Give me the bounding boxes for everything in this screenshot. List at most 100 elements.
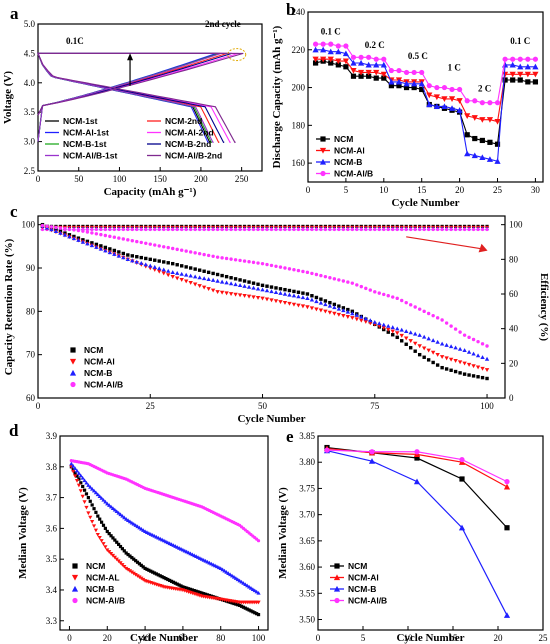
retention-point-ncm [458, 371, 462, 375]
retention-point-ncm-b [453, 345, 458, 350]
data-point-ncm-al [74, 479, 80, 483]
data-point-ncm [118, 544, 123, 549]
data-point-ncm-al [335, 58, 342, 65]
retention-point-ncm-al-b [278, 265, 283, 269]
retention-point-ncm-b [269, 289, 274, 294]
data-point-ncm-al [97, 536, 102, 540]
retention-point-ncm-al [395, 331, 400, 336]
data-point-ncm-b [86, 483, 91, 487]
data-point-ncm [109, 534, 113, 538]
retention-point-ncm-al [251, 295, 256, 300]
retention-point-ncm-b [197, 275, 202, 280]
retention-point-ncm [314, 295, 319, 300]
y-tick-label: 3.0 [24, 137, 36, 147]
efficiency-point-ncm-al-b [445, 227, 449, 232]
data-point-ncm [232, 601, 236, 606]
data-point-ncm-b [76, 471, 82, 475]
data-point-ncm-b [256, 590, 261, 595]
retention-point-ncm-al [448, 357, 454, 362]
annotation-rate: 0.1C [66, 36, 84, 46]
retention-point-ncm-al-b [139, 240, 143, 245]
y-tick-label: 180 [292, 120, 306, 130]
data-point-ncm-al [509, 71, 516, 78]
retention-point-ncm-b [278, 290, 283, 295]
retention-point-ncm-b [368, 318, 373, 323]
data-point-ncm-b [373, 61, 380, 68]
retention-point-ncm [471, 374, 476, 378]
data-point-ncm [343, 64, 349, 70]
data-point-ncm-b [335, 48, 342, 55]
data-point-ncm-al-b [411, 69, 417, 76]
data-point-ncm [328, 60, 334, 66]
retention-point-ncm [144, 256, 148, 261]
data-point-ncm [145, 567, 149, 571]
data-point-ncm-al [456, 98, 463, 104]
data-point-ncm-b [74, 468, 80, 473]
data-point-ncm [350, 73, 357, 79]
data-point-ncm-b [456, 107, 463, 113]
retention-point-ncm-b [309, 297, 315, 302]
retention-point-ncm-al [201, 285, 207, 290]
retention-point-ncm [220, 273, 224, 278]
y-tick-label: 70 [26, 350, 36, 360]
data-point-ncm [86, 495, 90, 500]
retention-point-ncm-al-b [283, 266, 287, 270]
retention-point-ncm-al [336, 312, 342, 317]
data-point-ncm [335, 62, 341, 68]
data-point-ncm-b [78, 473, 83, 478]
data-point-ncm-b [503, 612, 511, 618]
retention-point-ncm-b [219, 279, 225, 284]
data-point-ncm-b [433, 103, 440, 110]
data-point-ncm-al [101, 542, 106, 546]
retention-point-ncm [283, 287, 287, 292]
retention-point-ncm-al [462, 361, 467, 366]
retention-point-ncm-al [305, 305, 310, 310]
retention-point-ncm-al [161, 271, 166, 276]
efficiency-point-ncm-al-b [427, 227, 431, 232]
data-point-ncm-al [127, 569, 133, 573]
x-tick-label: 100 [480, 401, 494, 411]
data-point-ncm-al [373, 69, 380, 76]
data-point-ncm-b [368, 458, 376, 464]
data-point-ncm-b [69, 461, 74, 466]
legend-label-ncm-b-1st: NCM-B-1st [63, 139, 107, 149]
retention-point-ncm [117, 250, 121, 254]
retention-point-ncm-al-b [314, 272, 319, 277]
data-point-ncm-al-b [472, 98, 478, 104]
efficiency-point-ncm-al-b [121, 227, 125, 232]
legend-marker [70, 381, 76, 388]
retention-point-ncm-al-b [179, 248, 184, 252]
efficiency-point-ncm-al-b [467, 227, 471, 232]
retention-point-ncm [112, 248, 117, 253]
data-point-ncm [517, 77, 523, 83]
data-point-ncm-al [95, 532, 100, 537]
data-point-ncm [166, 577, 170, 582]
retention-point-ncm [426, 358, 431, 362]
retention-point-ncm-b [157, 266, 162, 271]
retention-point-ncm-b [121, 255, 126, 260]
retention-point-ncm-b [264, 288, 270, 293]
retention-point-ncm-al [341, 313, 346, 318]
retention-point-ncm-al [206, 287, 211, 291]
retention-point-ncm-al-b [453, 327, 458, 331]
retention-point-ncm-al [412, 341, 418, 346]
retention-point-ncm-al-b [409, 303, 413, 307]
efficiency-point-ncm-al-b [265, 227, 269, 232]
retention-point-ncm-b [372, 319, 377, 324]
data-point-ncm-b [403, 80, 410, 87]
retention-point-ncm-al-b [233, 258, 238, 262]
legend-label-ncm-b: NCM-B [348, 584, 376, 594]
data-point-ncm-al-b [366, 54, 372, 60]
efficiency-point-ncm-al-b [171, 227, 175, 232]
efficiency-point-ncm-al-b [40, 227, 45, 232]
data-point-ncm-al [532, 71, 539, 78]
retention-point-ncm-al [439, 355, 445, 360]
data-point-ncm-al-b [369, 449, 375, 455]
arrow-head [127, 53, 134, 61]
data-point-ncm [202, 592, 206, 596]
legend-label-ncm: NCM [334, 134, 353, 144]
data-point-ncm [204, 592, 208, 596]
retention-point-ncm [391, 333, 395, 337]
legend-label-ncm-al-b: NCM-Al/B [334, 169, 373, 179]
x-tick-label: 50 [258, 401, 268, 411]
